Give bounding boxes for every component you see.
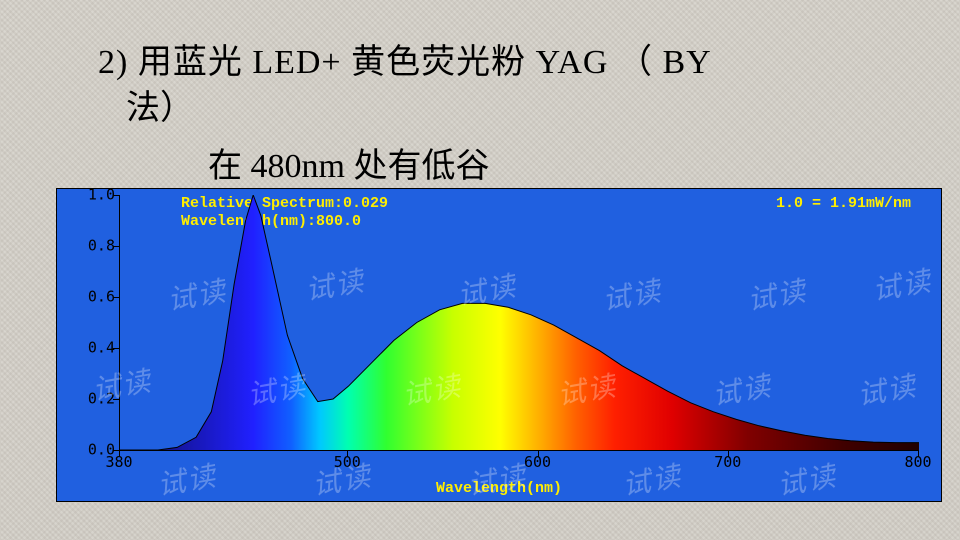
spectrum-chart: Relative Spectrum:0.029 Wavelength(nm):8… [56,188,942,502]
x-tick-label: 380 [105,455,132,470]
y-tick-label: 0.8 [88,239,115,254]
x-tick-label: 800 [904,455,931,470]
plot-area [119,195,919,451]
y-tick-label: 0.2 [88,392,115,407]
page-title-line2: 法） [126,80,194,129]
page-subtitle: 在 480nm 处有低谷 [208,138,489,187]
spectrum-fill [120,195,919,450]
y-tick-label: 0.4 [88,341,115,356]
x-tick-label: 500 [334,455,361,470]
x-tick-label: 700 [714,455,741,470]
y-tick-label: 1.0 [88,188,115,203]
spectrum-svg [120,195,919,450]
page-title-line1: 2) 用蓝光 LED+ 黄色荧光粉 YAG （ BY [98,34,712,83]
x-axis-label: Wavelength(nm) [57,480,941,497]
x-tick-label: 600 [524,455,551,470]
y-tick-label: 0.6 [88,290,115,305]
